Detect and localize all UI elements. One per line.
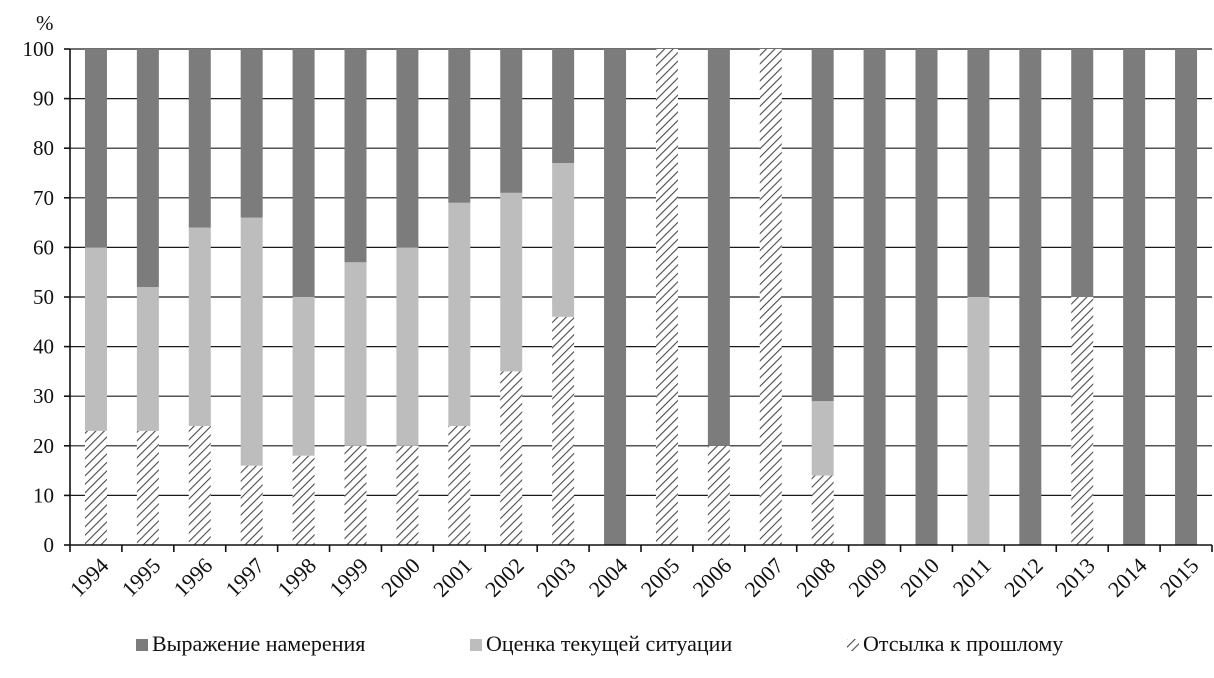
- y-tick-label: 80: [33, 136, 54, 160]
- bar-segment: [552, 49, 575, 164]
- x-tick-labels: 1994 1995 1996 1997 1998 1999 2000 2001 2002 2003…: [65, 553, 1204, 602]
- x-tick-label: 2011: [948, 553, 996, 601]
- bar-segment: [552, 316, 575, 545]
- y-tick-label: 50: [33, 285, 54, 309]
- bar-segment: [396, 247, 419, 446]
- bar-segment: [188, 425, 211, 545]
- bar-segment: [344, 445, 367, 545]
- bar-segment: [552, 163, 575, 317]
- bar-segment: [240, 465, 263, 545]
- x-tick-label: 2006: [688, 553, 737, 602]
- bar-segment: [811, 49, 834, 402]
- legend-label: Оценка текущей ситуации: [486, 631, 732, 656]
- y-tick-label: 90: [33, 87, 54, 111]
- bar-segment: [136, 287, 159, 431]
- bar-segment: [707, 49, 730, 446]
- bar-segment: [500, 192, 523, 372]
- y-tick-label: 60: [33, 235, 54, 259]
- bar-segment: [292, 49, 315, 297]
- legend: Выражение намерения Оценка текущей ситуац…: [136, 631, 1063, 656]
- bar-segment: [1071, 49, 1094, 297]
- y-tick-labels: 0 10 20 30 40 50 60 70 80 90 100: [23, 37, 55, 557]
- bar-segment: [655, 49, 678, 545]
- x-tick-label: 2001: [428, 553, 477, 602]
- bar-segment: [1071, 297, 1094, 545]
- bar-segment: [1123, 49, 1146, 545]
- legend-swatch: [470, 639, 482, 651]
- y-tick-label: 70: [33, 186, 54, 210]
- bar-segment: [967, 297, 990, 545]
- bar-segment: [1175, 49, 1198, 545]
- legend-swatch: [847, 639, 859, 651]
- x-tick-label: 1994: [65, 553, 114, 602]
- x-tick-label: 2009: [843, 553, 892, 602]
- bar-segment: [811, 401, 834, 476]
- bar-segment: [500, 371, 523, 545]
- y-tick-label: 0: [44, 533, 55, 557]
- y-tick-label: 100: [23, 37, 55, 61]
- bar-segment: [240, 217, 263, 466]
- bar-segment: [396, 445, 419, 545]
- x-tick-label: 1998: [272, 553, 321, 602]
- y-axis-unit-label: %: [36, 11, 54, 35]
- y-tick-label: 40: [33, 335, 54, 359]
- bar-segment: [344, 262, 367, 446]
- bar-segment: [84, 247, 107, 431]
- y-tick-label: 10: [33, 483, 54, 507]
- bar-segment: [188, 49, 211, 228]
- bar-segment: [811, 475, 834, 545]
- x-tick-label: 2000: [376, 553, 425, 602]
- x-tick-label: 2005: [636, 553, 685, 602]
- x-tick-label: 2010: [895, 553, 944, 602]
- bar-segment: [84, 430, 107, 545]
- bar-segment: [240, 49, 263, 218]
- bars: [84, 49, 1198, 545]
- legend-label: Выражение намерения: [152, 631, 365, 656]
- y-tick-label: 30: [33, 384, 54, 408]
- bar-segment: [292, 455, 315, 545]
- bar-segment: [84, 49, 107, 248]
- x-tick-label: 2015: [1155, 553, 1204, 602]
- bar-segment: [396, 49, 419, 248]
- x-tick-label: 2002: [480, 553, 529, 602]
- x-tick-label: 2014: [1103, 553, 1152, 602]
- x-tick-label: 2007: [740, 553, 789, 602]
- x-tick-label: 1997: [220, 553, 269, 602]
- bar-segment: [707, 445, 730, 545]
- bar-segment: [344, 49, 367, 263]
- bar-segment: [863, 49, 886, 545]
- bar-segment: [915, 49, 938, 545]
- bar-segment: [292, 297, 315, 456]
- x-tick-label: 2013: [1051, 553, 1100, 602]
- legend-label: Отсылка к прошлому: [863, 631, 1063, 656]
- bar-segment: [136, 430, 159, 545]
- bar-segment: [448, 425, 471, 545]
- x-tick-label: 2008: [791, 553, 840, 602]
- bar-segment: [1019, 49, 1042, 545]
- bar-segment: [967, 49, 990, 297]
- bar-segment: [604, 49, 627, 545]
- x-tick-label: 2012: [999, 553, 1048, 602]
- legend-swatch: [136, 639, 148, 651]
- x-tick-label: 2003: [532, 553, 581, 602]
- axes: [64, 48, 1213, 552]
- bar-segment: [759, 49, 782, 545]
- y-tick-label: 20: [33, 434, 54, 458]
- x-tick-label: 2004: [584, 553, 633, 602]
- x-tick-label: 1995: [117, 553, 166, 602]
- bar-segment: [136, 49, 159, 288]
- x-tick-label: 1999: [324, 553, 373, 602]
- bar-segment: [188, 227, 211, 426]
- bar-segment: [500, 49, 523, 193]
- x-tick-label: 1996: [169, 553, 218, 602]
- bar-segment: [448, 202, 471, 426]
- bar-segment: [448, 49, 471, 203]
